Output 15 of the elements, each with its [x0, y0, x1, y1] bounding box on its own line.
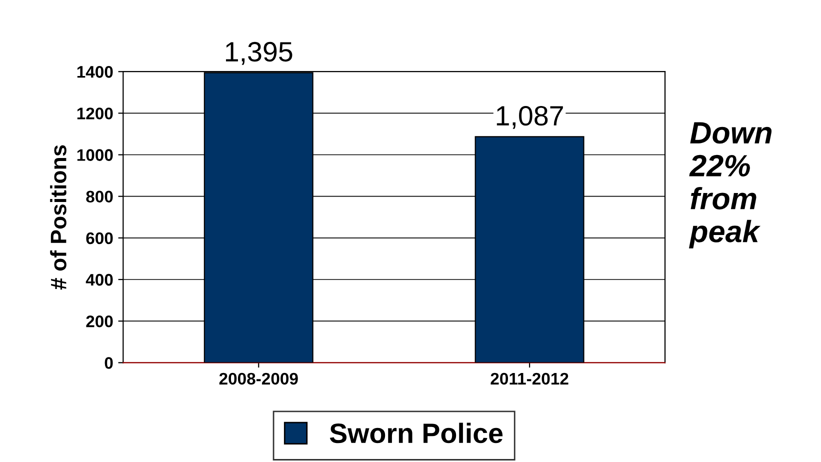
x-tick-label: 2008-2009: [219, 372, 298, 385]
y-tick-label: 1000: [77, 149, 113, 161]
data-label: 1,395: [226, 42, 292, 65]
y-tick-label: 600: [86, 232, 113, 244]
x-tick-label: 2011-2012: [490, 372, 568, 385]
y-tick-label: 1200: [77, 108, 113, 120]
data-label: 1,087: [496, 106, 563, 129]
y-tick-label: 1400: [77, 66, 113, 78]
legend-label: Sworn Police: [330, 422, 503, 444]
y-tick-label: 400: [86, 274, 113, 286]
y-axis-title: # of Positions: [50, 145, 66, 290]
text: Down 22% from peak: [688, 122, 772, 248]
y-tick-label: 800: [86, 190, 113, 203]
y-tick-label: 0: [104, 357, 113, 369]
y-tick-label: 200: [86, 315, 113, 328]
